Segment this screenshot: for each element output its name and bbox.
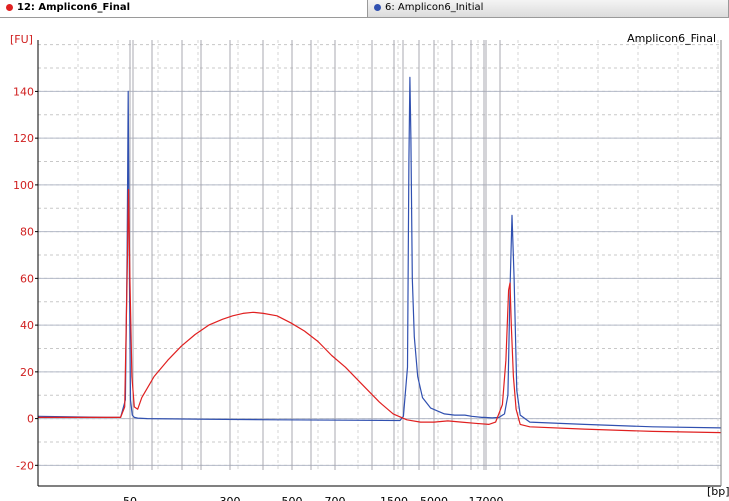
plot-background: [0, 18, 729, 501]
sample-color-dot-icon: [6, 3, 13, 11]
x-tick-label: 5000: [420, 495, 448, 501]
x-tick-label: 50: [123, 495, 137, 501]
size-marker-lines: [129, 40, 501, 470]
y-tick-label: 20: [20, 366, 34, 379]
tick-labels: -20 0 20 40 60 80 100 120 140 50 300 500 700 1500 5000…: [13, 85, 504, 501]
electropherogram-chart: -20 0 20 40 60 80 100 120 140 50 300 500 700 1500 5000…: [0, 18, 729, 501]
x-tick-label: 17000: [469, 495, 504, 501]
y-axis-label: [FU]: [10, 33, 33, 46]
tab-amplicon6-final[interactable]: 12: Amplicon6_Final: [0, 0, 368, 17]
chart-title: Amplicon6_Final: [627, 32, 716, 45]
y-tick-label: 60: [20, 272, 34, 285]
y-tick-label: 140: [13, 85, 34, 98]
y-tick-label: 80: [20, 226, 34, 239]
series-line-final: [38, 189, 722, 434]
tab-label: 6: Amplicon6_Initial: [385, 2, 484, 13]
y-tick-label: 120: [13, 132, 34, 145]
x-tick-label: 1500: [380, 495, 408, 501]
x-tick-label: 500: [282, 495, 303, 501]
series-line-initial: [37, 76, 722, 429]
sample-color-dot-icon: [374, 3, 381, 11]
tab-label: 12: Amplicon6_Final: [17, 2, 130, 13]
data-series: [37, 76, 722, 434]
x-tick-label: 700: [325, 495, 346, 501]
y-tick-label: 0: [27, 413, 34, 426]
tab-amplicon6-initial[interactable]: 6: Amplicon6_Initial: [368, 0, 729, 17]
axes: [37, 40, 722, 487]
tab-bar: 12: Amplicon6_Final 6: Amplicon6_Initial: [0, 0, 729, 18]
x-axis-label: [bp]: [707, 485, 729, 498]
y-tick-label: 100: [13, 179, 34, 192]
y-tick-label: 40: [20, 319, 34, 332]
x-tick-label: 300: [220, 495, 241, 501]
y-tick-label: -20: [16, 459, 34, 472]
